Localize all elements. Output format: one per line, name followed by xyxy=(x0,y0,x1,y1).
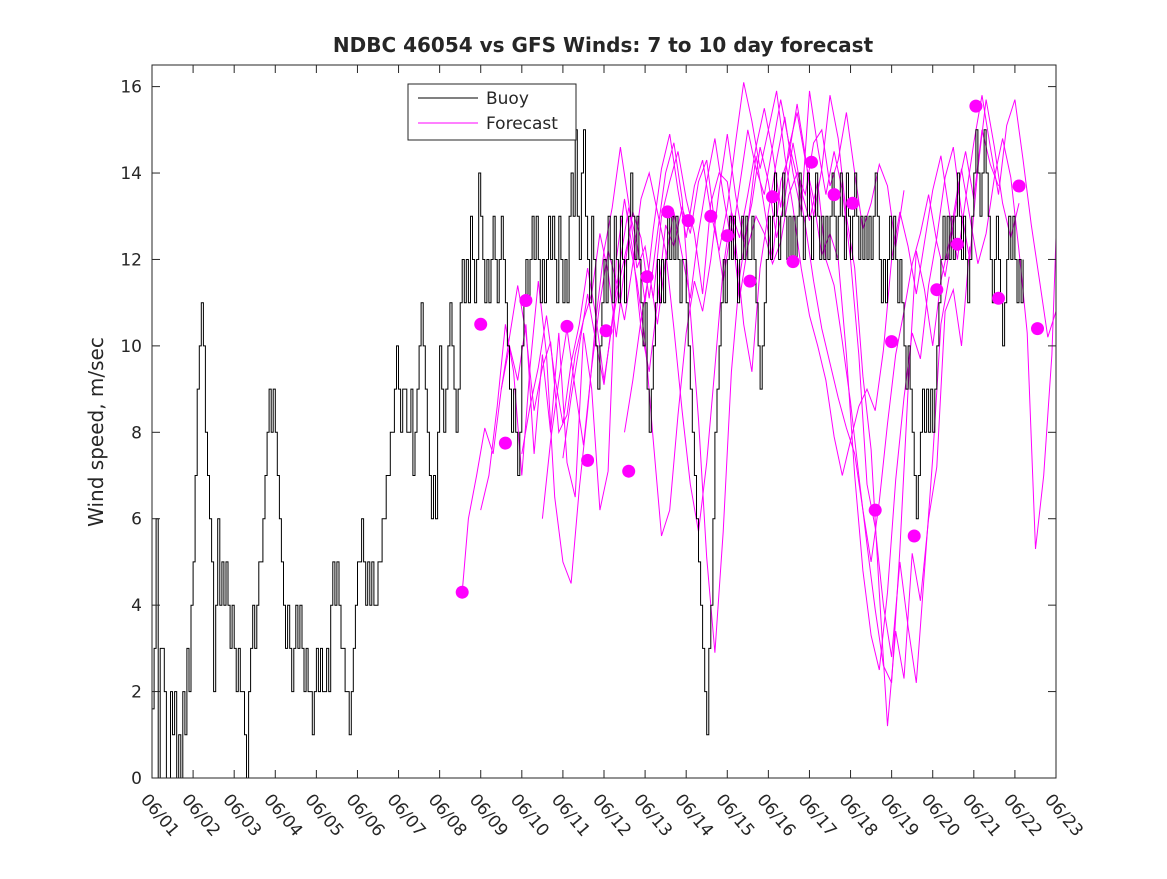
y-tick-label: 16 xyxy=(120,78,142,98)
x-tick-label: 06/08 xyxy=(424,790,471,840)
x-tick-label: 06/22 xyxy=(999,790,1046,840)
axes-box xyxy=(151,64,1057,779)
forecast-marker-11 xyxy=(681,214,695,228)
x-tick-label: 06/06 xyxy=(342,790,389,840)
forecast-marker-1 xyxy=(455,585,469,599)
forecast-marker-12 xyxy=(704,209,718,223)
x-tick-label: 06/18 xyxy=(835,790,882,840)
forecast-marker-28 xyxy=(1031,322,1044,336)
forecast-marker-15 xyxy=(766,190,779,204)
x-tick-label: 06/21 xyxy=(958,790,1005,840)
x-tick-label: 06/10 xyxy=(506,790,553,840)
forecast-marker-24 xyxy=(950,237,964,251)
forecast-marker-19 xyxy=(846,196,860,210)
y-axis: 0 2 4 6 8 10 12 14 16 xyxy=(120,78,1056,789)
buoy-line xyxy=(152,129,1024,778)
forecast-marker-13 xyxy=(720,229,734,243)
forecast-marker-22 xyxy=(907,529,921,543)
forecast-marker-27 xyxy=(1012,179,1026,193)
x-tick-label: 06/15 xyxy=(711,790,758,840)
x-tick-label: 06/13 xyxy=(629,790,676,840)
x-tick-label: 06/01 xyxy=(136,790,183,840)
forecast-marker-8 xyxy=(622,464,636,478)
forecast-marker-21 xyxy=(885,335,899,349)
forecast-marker-14 xyxy=(743,274,757,288)
x-tick-label: 06/23 xyxy=(1040,790,1087,840)
x-tick-label: 06/20 xyxy=(917,790,964,840)
x-tick-label: 06/04 xyxy=(259,790,306,840)
y-tick-label: 4 xyxy=(131,596,142,616)
chart-title: NDBC 46054 vs GFS Winds: 7 to 10 day for… xyxy=(333,33,874,57)
x-tick-label: 06/14 xyxy=(670,790,717,840)
x-tick-label: 06/05 xyxy=(301,790,348,840)
forecast-marker-17 xyxy=(805,155,818,169)
y-tick-label: 12 xyxy=(120,250,142,270)
forecast-marker-26 xyxy=(992,291,1005,305)
forecast-marker-2 xyxy=(474,317,488,331)
forecast-line-5 xyxy=(541,99,1020,671)
forecast-marker-25 xyxy=(969,99,983,113)
forecast-marker-20 xyxy=(868,503,882,517)
forecast-marker-9 xyxy=(640,270,654,284)
forecast-line-1 xyxy=(461,112,905,593)
forecast-line-7 xyxy=(624,99,1056,562)
y-tick-label: 10 xyxy=(120,337,142,357)
forecast-marker-10 xyxy=(661,205,675,219)
x-tick-label: 06/11 xyxy=(547,790,594,840)
y-tick-label: 14 xyxy=(120,164,142,184)
plot-area xyxy=(152,82,1056,778)
forecast-marker-3 xyxy=(498,436,512,450)
legend: Buoy Forecast xyxy=(407,83,577,141)
forecast-marker-5 xyxy=(560,319,574,333)
y-tick-label: 8 xyxy=(131,423,142,443)
x-tick-label: 06/16 xyxy=(753,790,800,840)
x-tick-label: 06/03 xyxy=(218,790,265,840)
forecast-marker-4 xyxy=(519,294,533,307)
y-tick-label: 0 xyxy=(131,769,142,789)
x-tick-label: 06/17 xyxy=(794,790,841,840)
y-axis-label: Wind speed, m/sec xyxy=(84,337,108,527)
x-tick-label: 06/02 xyxy=(177,790,224,840)
forecast-marker-6 xyxy=(581,453,595,467)
y-tick-label: 6 xyxy=(131,510,142,530)
x-tick-label: 06/19 xyxy=(876,790,923,840)
forecast-marker-18 xyxy=(827,188,841,202)
y-tick-label: 2 xyxy=(131,683,142,703)
x-tick-label: 06/07 xyxy=(383,790,430,840)
forecast-marker-23 xyxy=(930,283,944,297)
x-tick-label: 06/12 xyxy=(588,790,635,840)
x-tick-label: 06/09 xyxy=(465,790,512,840)
forecast-marker-16 xyxy=(786,255,800,269)
forecast-line-4 xyxy=(521,129,999,684)
forecast-marker-7 xyxy=(599,324,613,338)
legend-label-forecast: Forecast xyxy=(486,114,558,134)
legend-box xyxy=(407,83,577,141)
legend-label-buoy: Buoy xyxy=(486,89,529,109)
